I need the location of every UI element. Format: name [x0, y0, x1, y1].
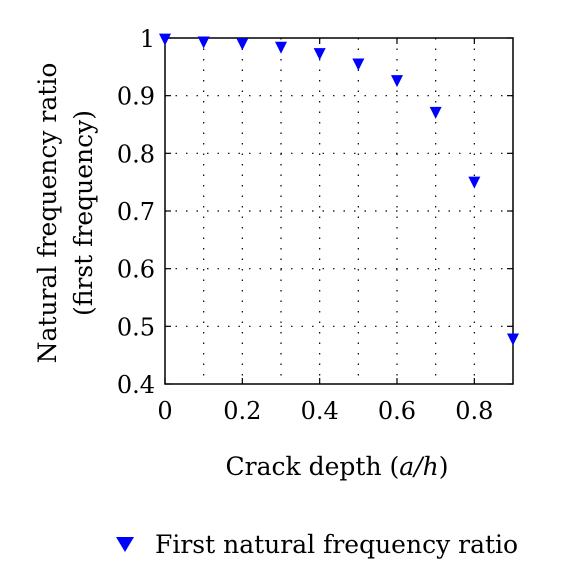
data-point — [313, 48, 326, 61]
data-point — [159, 33, 171, 46]
y-tick-label: 0.5 — [117, 313, 155, 341]
legend-label-first-natural-frequency: First natural frequency ratio — [155, 530, 518, 559]
x-tick-label: 0.8 — [455, 397, 493, 425]
legend-marker-first-natural-frequency — [116, 537, 134, 552]
data-point — [468, 176, 481, 189]
x-tick-labels: 0 0.2 0.4 0.6 0.8 — [157, 397, 493, 425]
y-tick-label: 0.8 — [117, 140, 155, 168]
x-tick-label: 0.4 — [301, 397, 339, 425]
y-tick-label: 0.4 — [117, 371, 155, 399]
grid — [165, 38, 513, 384]
data-point — [352, 58, 365, 71]
x-tick-label: 0.2 — [223, 397, 261, 425]
y-axis-label-line2: (first frequency) — [69, 110, 98, 316]
x-tick-label: 0.6 — [378, 397, 416, 425]
y-tick-label: 1 — [140, 25, 155, 53]
data-point — [391, 75, 403, 88]
y-tick-label: 0.9 — [117, 83, 155, 111]
plot-area-frame — [164, 37, 514, 385]
legend: First natural frequency ratio — [116, 530, 518, 559]
data-point — [236, 38, 249, 51]
y-axis-label-line1: Natural frequency ratio — [33, 63, 62, 364]
x-tick-label: 0 — [157, 397, 172, 425]
y-tick-label: 0.6 — [117, 256, 155, 284]
y-tick-label: 0.7 — [117, 198, 155, 226]
y-tick-labels: 0.4 0.5 0.6 0.7 0.8 0.9 1 — [117, 25, 155, 399]
axis-ticks — [164, 37, 513, 385]
data-point — [197, 36, 210, 49]
data-point — [507, 333, 519, 346]
x-axis-label: Crack depth (a/h) — [226, 452, 449, 481]
data-point — [429, 106, 442, 119]
y-axis-label: Natural frequency ratio (first frequency… — [33, 63, 98, 364]
data-points — [159, 33, 519, 346]
data-point — [275, 41, 287, 54]
